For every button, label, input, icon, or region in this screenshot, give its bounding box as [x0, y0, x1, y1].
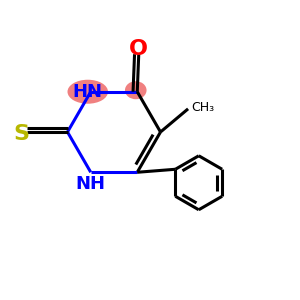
Text: NH: NH	[76, 175, 106, 193]
Text: CH₃: CH₃	[192, 101, 215, 114]
Text: S: S	[14, 124, 30, 144]
Ellipse shape	[68, 80, 108, 104]
Ellipse shape	[125, 81, 147, 99]
Text: HN: HN	[73, 83, 103, 101]
Text: O: O	[129, 39, 148, 59]
